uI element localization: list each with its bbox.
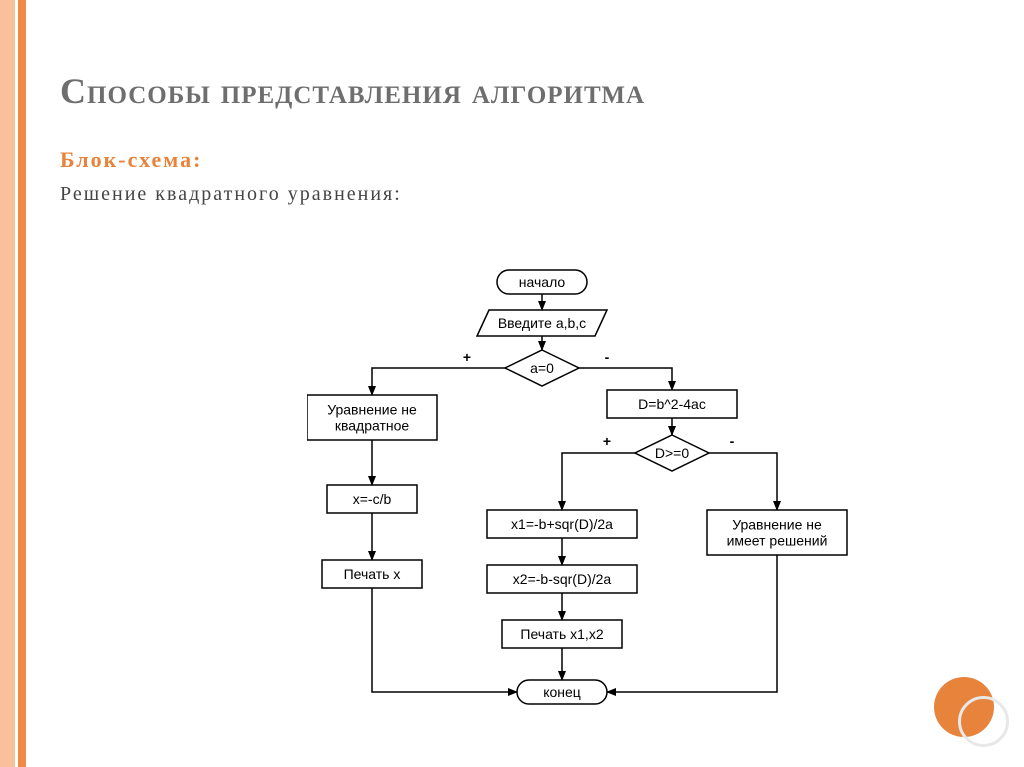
svg-text:-: -	[605, 349, 610, 365]
svg-text:a=0: a=0	[530, 360, 554, 376]
subtitle: Блок-схема:	[60, 147, 984, 173]
svg-text:x=-c/b: x=-c/b	[353, 491, 392, 507]
svg-text:x1=-b+sqr(D)/2a: x1=-b+sqr(D)/2a	[511, 516, 613, 532]
circle-filled	[934, 677, 994, 737]
svg-text:Печать x1,x2: Печать x1,x2	[520, 626, 603, 642]
slide-content: Способы представления алгоритма Блок-схе…	[60, 70, 984, 226]
svg-text:x2=-b-sqr(D)/2a: x2=-b-sqr(D)/2a	[513, 571, 612, 587]
circle-ring	[958, 696, 1009, 747]
svg-text:D=b^2-4ac: D=b^2-4ac	[638, 396, 706, 412]
svg-text:Уравнение не: Уравнение не	[327, 402, 417, 418]
svg-text:Печать x: Печать x	[344, 566, 401, 582]
left-band-inner	[18, 0, 26, 767]
svg-text:Введите a,b,c: Введите a,b,c	[498, 315, 586, 331]
svg-text:начало: начало	[519, 274, 566, 290]
svg-text:квадратное: квадратное	[335, 418, 410, 434]
description: Решение квадратного уравнения:	[60, 183, 984, 206]
left-band-outer	[0, 0, 15, 767]
svg-text:D>=0: D>=0	[655, 445, 689, 461]
svg-text:-: -	[730, 433, 735, 449]
flowchart-svg: +-+- началоВведите a,b,ca=0Уравнение нек…	[307, 250, 867, 730]
svg-text:Уравнение не: Уравнение не	[732, 517, 822, 533]
svg-text:+: +	[463, 349, 471, 365]
svg-text:+: +	[603, 433, 611, 449]
decorative-circles	[934, 677, 994, 737]
flowchart: +-+- началоВведите a,b,ca=0Уравнение нек…	[307, 250, 867, 730]
svg-text:конец: конец	[543, 684, 581, 700]
svg-text:имеет решений: имеет решений	[727, 533, 828, 549]
page-title: Способы представления алгоритма	[60, 70, 984, 112]
